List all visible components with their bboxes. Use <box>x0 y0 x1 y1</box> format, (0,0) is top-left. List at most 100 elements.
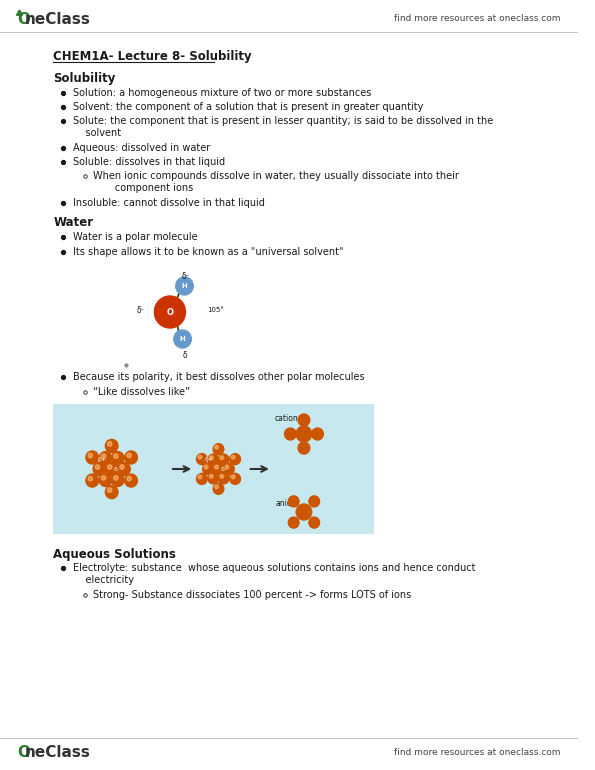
Circle shape <box>220 474 224 478</box>
Circle shape <box>289 517 299 528</box>
Circle shape <box>284 428 296 440</box>
Circle shape <box>209 456 213 460</box>
Text: “Like dissolves like”: “Like dissolves like” <box>93 387 190 397</box>
Text: δ⁻: δ⁻ <box>136 306 145 314</box>
Text: Soluble: dissolves in that liquid: Soluble: dissolves in that liquid <box>73 157 225 167</box>
Circle shape <box>309 517 320 528</box>
Text: H: H <box>181 283 187 289</box>
Text: Solubility: Solubility <box>54 72 116 85</box>
Circle shape <box>298 442 310 454</box>
Text: Insoluble: cannot dissolve in that liquid: Insoluble: cannot dissolve in that liqui… <box>73 198 265 208</box>
Text: CHEM1A- Lecture 8- Solubility: CHEM1A- Lecture 8- Solubility <box>54 50 252 63</box>
Text: O: O <box>167 307 173 316</box>
Circle shape <box>108 465 112 469</box>
Text: 105°: 105° <box>207 307 224 313</box>
Circle shape <box>204 465 208 469</box>
Text: O: O <box>17 745 30 760</box>
Text: δ+: δ+ <box>98 457 107 461</box>
Circle shape <box>105 440 118 453</box>
Circle shape <box>312 428 323 440</box>
Circle shape <box>230 454 240 464</box>
Circle shape <box>309 496 320 507</box>
Circle shape <box>298 414 310 426</box>
Circle shape <box>208 473 218 484</box>
Text: Aqueous Solutions: Aqueous Solutions <box>54 548 176 561</box>
Circle shape <box>296 504 312 520</box>
Circle shape <box>224 464 234 474</box>
Circle shape <box>215 465 218 469</box>
Circle shape <box>198 455 202 459</box>
Circle shape <box>174 330 191 348</box>
Circle shape <box>296 426 312 442</box>
Circle shape <box>203 464 214 474</box>
Circle shape <box>231 475 235 479</box>
Text: δ-: δ- <box>114 467 120 471</box>
Circle shape <box>198 475 202 479</box>
Circle shape <box>196 454 207 464</box>
Circle shape <box>213 444 224 455</box>
Circle shape <box>218 473 229 484</box>
Text: neClass: neClass <box>25 745 91 760</box>
Circle shape <box>101 476 106 480</box>
Circle shape <box>213 464 224 474</box>
Circle shape <box>125 451 137 464</box>
Circle shape <box>114 454 118 458</box>
Circle shape <box>105 486 118 499</box>
Text: neClass: neClass <box>25 12 91 27</box>
Circle shape <box>111 451 124 464</box>
Circle shape <box>213 484 224 494</box>
Text: Solution: a homogeneous mixture of two or more substances: Solution: a homogeneous mixture of two o… <box>73 88 371 98</box>
Circle shape <box>88 454 92 457</box>
Text: Water is a polar molecule: Water is a polar molecule <box>73 232 198 242</box>
Circle shape <box>114 476 118 480</box>
Text: find more resources at oneclass.com: find more resources at oneclass.com <box>394 14 560 23</box>
Circle shape <box>196 474 207 484</box>
Text: δ⁻: δ⁻ <box>182 272 191 281</box>
Text: cation: cation <box>274 414 298 423</box>
Circle shape <box>101 454 106 458</box>
Circle shape <box>215 485 218 489</box>
Text: Its shape allows it to be known as a "universal solvent": Its shape allows it to be known as a "un… <box>73 247 343 257</box>
Text: H: H <box>180 336 186 342</box>
FancyBboxPatch shape <box>54 404 374 534</box>
Circle shape <box>127 454 131 457</box>
Text: δ+: δ+ <box>204 457 214 461</box>
Circle shape <box>231 455 235 459</box>
Circle shape <box>118 463 130 476</box>
Text: Water: Water <box>54 216 93 229</box>
Circle shape <box>86 474 99 487</box>
Circle shape <box>99 474 112 487</box>
Text: Electrolyte: substance  whose aqueous solutions contains ions and hence conduct
: Electrolyte: substance whose aqueous sol… <box>73 563 475 584</box>
Text: Solute: the component that is present in lesser quantity; is said to be dissolve: Solute: the component that is present in… <box>73 116 493 138</box>
Circle shape <box>209 474 213 478</box>
Text: find more resources at oneclass.com: find more resources at oneclass.com <box>394 748 560 757</box>
Circle shape <box>176 277 193 295</box>
Text: Solvent: the component of a solution that is present in greater quantity: Solvent: the component of a solution tha… <box>73 102 423 112</box>
Circle shape <box>105 463 118 476</box>
Text: O: O <box>17 12 30 27</box>
Text: δ: δ <box>182 351 187 360</box>
Circle shape <box>208 454 218 465</box>
Circle shape <box>86 451 99 464</box>
Text: Because its polarity, it best dissolves other polar molecules: Because its polarity, it best dissolves … <box>73 372 365 382</box>
Circle shape <box>230 474 240 484</box>
Circle shape <box>108 488 112 492</box>
Text: Strong- Substance dissociates 100 percent -> forms LOTS of ions: Strong- Substance dissociates 100 percen… <box>93 590 412 600</box>
Circle shape <box>218 454 229 465</box>
Circle shape <box>225 465 229 469</box>
Circle shape <box>88 477 92 480</box>
Circle shape <box>154 296 186 328</box>
Text: δ-: δ- <box>220 467 226 471</box>
Circle shape <box>215 445 218 449</box>
Circle shape <box>108 442 112 446</box>
Circle shape <box>289 496 299 507</box>
Circle shape <box>220 456 224 460</box>
Circle shape <box>127 477 131 480</box>
Circle shape <box>125 474 137 487</box>
Circle shape <box>120 465 124 469</box>
Circle shape <box>111 474 124 487</box>
Text: anion: anion <box>275 499 297 508</box>
Circle shape <box>93 463 106 476</box>
Text: When ionic compounds dissolve in water, they usually dissociate into their
     : When ionic compounds dissolve in water, … <box>93 171 459 192</box>
Circle shape <box>95 465 100 469</box>
